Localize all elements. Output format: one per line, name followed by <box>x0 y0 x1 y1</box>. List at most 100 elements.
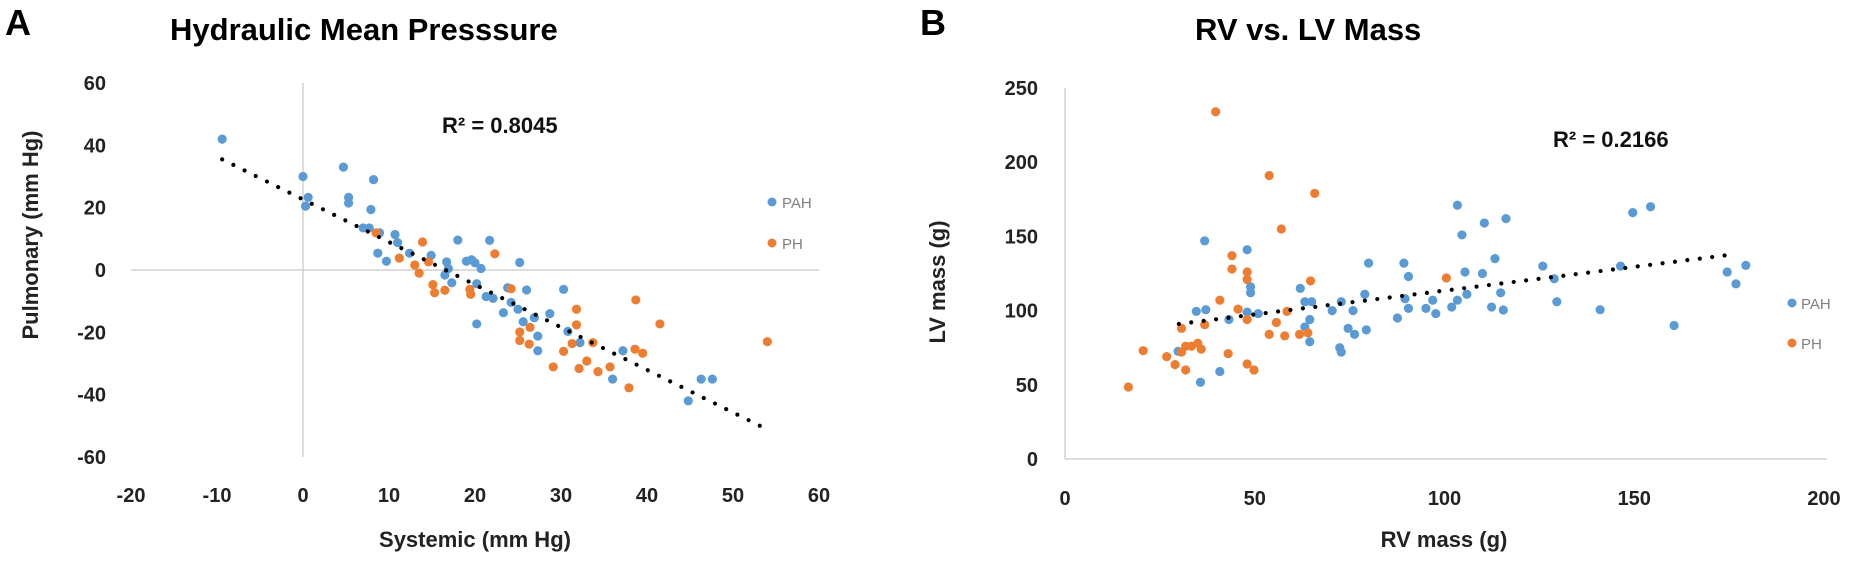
chart-b-y-tick-label: 0 <box>1027 449 1038 471</box>
chart-b-point-pah <box>1421 303 1431 313</box>
chart-a-point-pah <box>618 346 628 356</box>
chart-a-point-pah <box>608 374 618 384</box>
chart-b-point-ph <box>1215 295 1225 305</box>
chart-a-x-tick-label: 0 <box>297 485 308 507</box>
chart-a-point-ph <box>655 319 665 329</box>
chart-a-point-pah <box>707 374 717 384</box>
chart-b-point-pah <box>1307 297 1317 307</box>
chart-b-point-pah <box>1327 306 1337 316</box>
chart-a-point-ph <box>506 284 516 294</box>
chart-b-point-pah <box>1336 347 1346 357</box>
chart-b-y-tick-label: 250 <box>1005 78 1038 100</box>
chart-a-point-pah <box>373 248 383 258</box>
chart-a-point-ph <box>630 344 640 354</box>
chart-a-point-pah <box>481 291 491 302</box>
chart-b-point-pah <box>1295 283 1305 293</box>
chart-a-point-pah <box>472 319 482 329</box>
chart-a-point-pah <box>513 304 523 314</box>
chart-a-point-pah <box>390 229 400 240</box>
chart-b-point-ph <box>1138 346 1148 356</box>
chart-a-y-tick-label: 20 <box>84 198 106 220</box>
chart-b-point-pah <box>1300 297 1310 307</box>
chart-b-point-ph <box>1310 188 1320 198</box>
chart-b-point-pah <box>1669 320 1679 331</box>
chart-b-point-pah <box>1242 245 1252 255</box>
chart-b-point-pah <box>1479 218 1489 228</box>
chart-b-point-ph <box>1276 224 1286 234</box>
chart-b-point-ph <box>1196 344 1206 354</box>
chart-a-point-ph <box>429 288 440 298</box>
chart-b-legend-marker-pah <box>1787 298 1797 308</box>
chart-b-point-pah <box>1595 305 1605 315</box>
chart-b-point-ph <box>1441 273 1451 283</box>
chart-a-y-tick-label: -20 <box>77 322 106 344</box>
chart-b-x-tick-label: 50 <box>1244 488 1266 510</box>
chart-b-point-pah <box>1245 288 1256 298</box>
chart-b-point-pah <box>1552 297 1562 307</box>
chart-b-point-ph <box>1280 331 1290 341</box>
chart-b-x-tick-label: 200 <box>1807 488 1840 510</box>
chart-a-point-pah <box>485 235 495 245</box>
chart-b-point-pah <box>1253 308 1263 319</box>
chart-a-point-pah <box>366 204 376 215</box>
chart-b-x-axis-title: RV mass (g) <box>1381 527 1508 552</box>
chart-a-x-tick-label: 60 <box>808 485 830 507</box>
chart-a-point-pah <box>476 263 486 274</box>
chart-b-point-pah <box>1403 303 1414 313</box>
chart-b-point-pah <box>1645 202 1656 212</box>
chart-b-point-pah <box>1628 208 1638 218</box>
chart-a-x-tick-label: -10 <box>203 485 232 507</box>
chart-b-point-ph <box>1233 304 1243 314</box>
chart-a-point-ph <box>593 367 603 377</box>
chart-b-point-ph <box>1162 352 1172 362</box>
chart-b-point-ph <box>1242 274 1252 285</box>
chart-b-point-ph <box>1271 317 1281 328</box>
chart-a-point-ph <box>582 356 592 366</box>
chart-b-y-tick-label: 200 <box>1005 152 1038 174</box>
chart-a-point-pah <box>515 257 525 268</box>
chart-a-point-pah <box>300 201 311 211</box>
chart-a-point-pah <box>696 374 706 384</box>
chart-a-point-ph <box>428 280 438 290</box>
chart-b-point-pah <box>1452 200 1463 210</box>
chart-a-point-ph <box>548 362 558 372</box>
chart-a-point-pah <box>303 192 313 202</box>
chart-b-point-pah <box>1215 366 1225 377</box>
chart-a-point-ph <box>466 289 476 299</box>
chart-a-y-tick-label: 0 <box>95 260 106 282</box>
chart-a-x-tick-label: 10 <box>378 485 400 507</box>
chart-a-r2-annotation: R² = 0.8045 <box>442 113 558 138</box>
chart-a-point-pah <box>298 171 308 182</box>
chart-b-point-ph <box>1181 365 1191 375</box>
chart-a-point-pah <box>488 293 498 303</box>
chart-b-point-pah <box>1462 289 1472 299</box>
chart-b-point-pah <box>1496 288 1506 298</box>
chart-a-point-ph <box>762 337 773 347</box>
chart-a-point-ph <box>394 253 404 263</box>
chart-b-point-pah <box>1349 329 1360 339</box>
chart-b-point-pah <box>1305 337 1315 347</box>
chart-b-point-pah <box>1447 302 1457 312</box>
chart-b-legend-marker-ph <box>1787 338 1797 348</box>
chart-a-y-tick-label: -40 <box>77 385 106 407</box>
chart-b-point-ph <box>1303 328 1313 338</box>
chart-b-point-pah <box>1486 302 1497 312</box>
chart-b-point-pah <box>1360 289 1370 299</box>
chart-a-point-ph <box>515 327 525 337</box>
chart-b-point-pah <box>1399 258 1409 268</box>
chart-b-point-pah <box>1201 305 1211 315</box>
chart-a-point-pah <box>518 317 528 327</box>
chart-a-point-pah <box>447 278 457 288</box>
chart-b-point-ph <box>1264 170 1274 181</box>
chart-b-point-ph <box>1223 349 1233 359</box>
chart-b-point-pah <box>1431 308 1441 319</box>
chart-b-title: RV vs. LV Mass <box>1195 12 1421 47</box>
chart-a-legend-marker-pah <box>767 197 777 207</box>
chart-a-point-pah <box>558 284 569 294</box>
chart-b-point-pah <box>1538 261 1548 271</box>
chart-b-point-ph <box>1294 329 1305 339</box>
chart-a-x-tick-label: 30 <box>550 485 572 507</box>
chart-b-point-ph <box>1227 264 1237 274</box>
chart-b-point-pah <box>1242 307 1252 317</box>
